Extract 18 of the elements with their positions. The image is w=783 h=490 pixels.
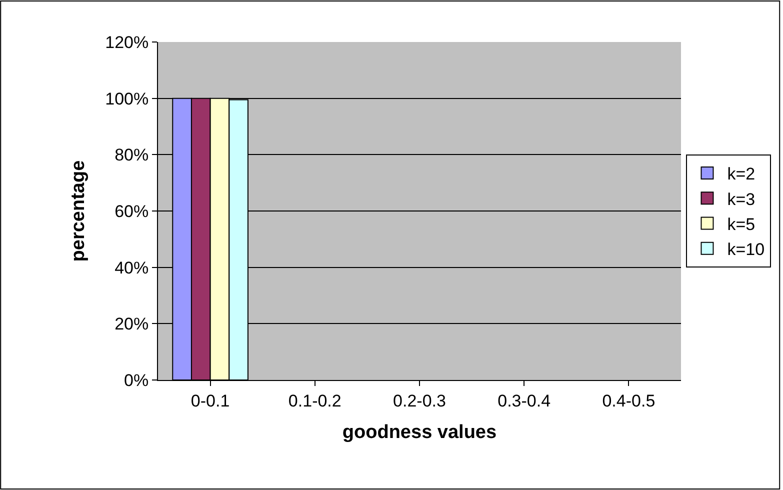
- legend-label: k=5: [727, 214, 756, 234]
- y-axis-title: percentage: [68, 160, 89, 262]
- x-tick-label: 0.1-0.2: [288, 391, 342, 410]
- y-tick-label: 80%: [114, 146, 149, 165]
- x-tick-label: 0.4-0.5: [602, 391, 656, 410]
- y-tick-label: 20%: [114, 314, 149, 334]
- legend-label: k=2: [727, 164, 756, 184]
- y-tick-label: 60%: [114, 202, 149, 221]
- x-tick-label: 0.2-0.3: [393, 391, 446, 410]
- x-tick-label: 0.3-0.4: [498, 391, 551, 410]
- y-tick-label: 120%: [105, 32, 149, 52]
- x-tick-label: 0-0.1: [190, 391, 230, 410]
- legend-label: k=10: [727, 240, 765, 259]
- x-axis-title: goodness values: [342, 422, 497, 444]
- y-tick-label: 40%: [114, 258, 149, 278]
- y-tick-label: 100%: [105, 89, 149, 108]
- legend-label: k=3: [727, 190, 756, 209]
- y-tick-label: 0%: [124, 370, 149, 390]
